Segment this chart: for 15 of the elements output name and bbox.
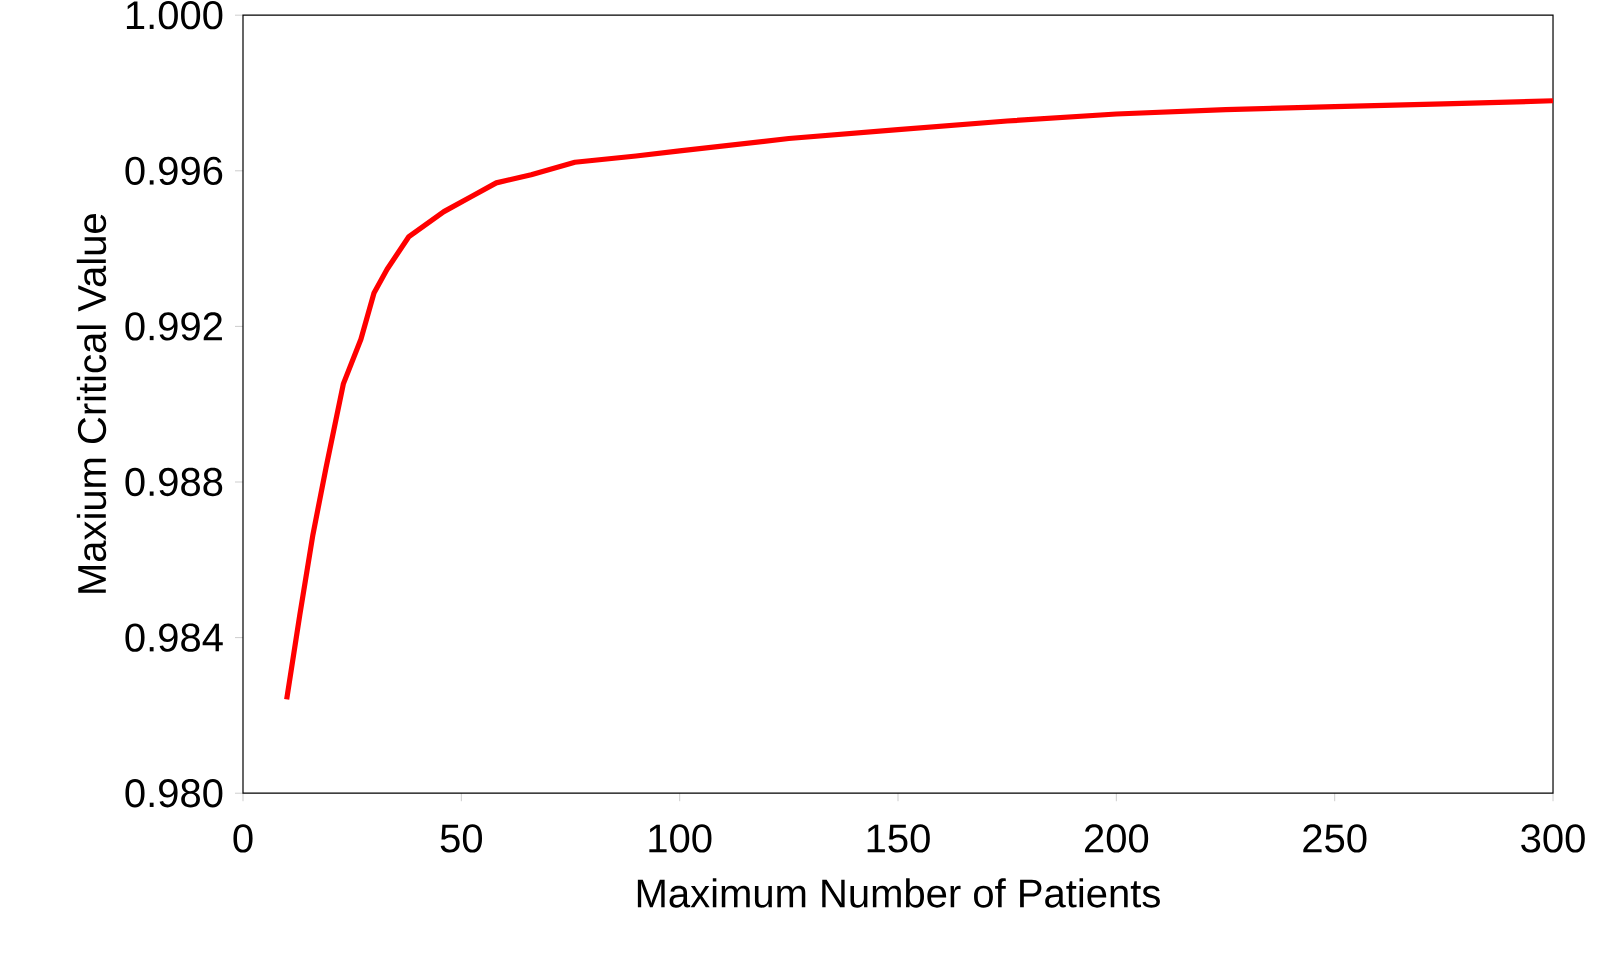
x-tick-label: 0 — [233, 824, 253, 853]
x-tick-label: 100 — [649, 824, 712, 853]
y-tick-label: 0.984 — [125, 623, 223, 652]
x-axis-title: Maximum Number of Patients — [637, 878, 1160, 908]
x-tick-label: 150 — [867, 824, 930, 853]
x-tick-label: 300 — [1521, 824, 1585, 853]
x-tick-label: 200 — [1084, 824, 1149, 853]
y-tick-label: 0.980 — [125, 779, 223, 808]
y-tick-label: 0.992 — [125, 312, 222, 341]
x-tick-label: 50 — [440, 824, 483, 853]
y-tick-label: 0.988 — [125, 467, 223, 497]
y-tick-label: 1.000 — [126, 1, 223, 30]
y-tick-label: 0.996 — [125, 156, 223, 185]
x-tick-label: 250 — [1303, 824, 1367, 853]
y-axis-title: Maxium Critical Value — [76, 214, 107, 593]
